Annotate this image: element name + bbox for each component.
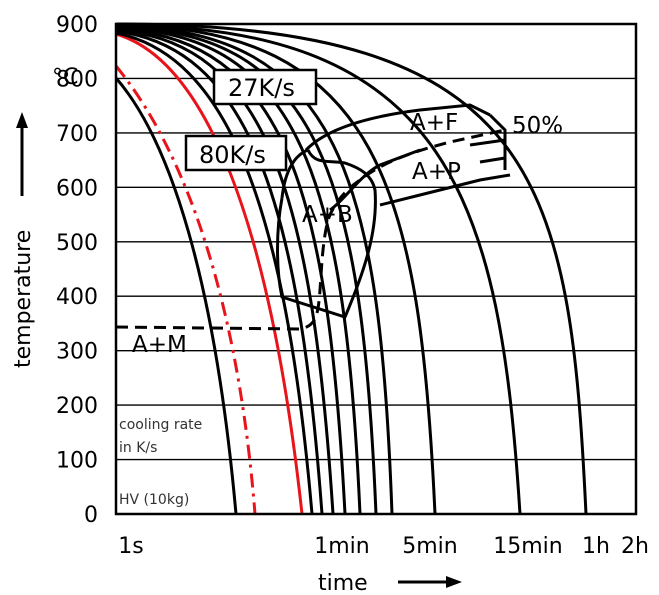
x-tick-label: 15min [493, 534, 562, 559]
y-tick-label: 0 [84, 503, 98, 528]
transformation-lines [115, 103, 511, 331]
x-axis-arrow [398, 576, 462, 588]
y-unit-label: °C [52, 65, 78, 90]
note-in-ks: in K/s [119, 440, 157, 456]
x-tick-label: 5min [402, 534, 457, 559]
cooling-curve [115, 26, 362, 515]
label-box-27: 27K/s [212, 68, 318, 106]
label-box-80: 80K/s [184, 134, 288, 172]
x-tick-label: 1s [118, 534, 143, 559]
box-label-80: 80K/s [199, 141, 266, 169]
cooling-curves [114, 22, 588, 515]
y-tick-label: 200 [56, 394, 98, 419]
cooling-curve [115, 25, 378, 515]
box-label-27: 27K/s [228, 74, 295, 102]
phase-boundary [280, 148, 309, 199]
cooling-curve [115, 27, 347, 515]
x-tick-label: 2h [621, 534, 649, 559]
y-tick-labels: 0 100 200 300 400 500 600 700 800 900 [56, 13, 98, 528]
y-tick-label: 700 [56, 122, 98, 147]
note-hv: HV (10kg) [119, 492, 189, 508]
cooling-curve [115, 23, 522, 515]
y-axis-title: temperature [11, 230, 36, 368]
phase-boundary [479, 156, 506, 164]
cooling-curve [114, 77, 238, 515]
y-tick-label: 500 [56, 231, 98, 256]
y-tick-label: 400 [56, 285, 98, 310]
phase-boundary [488, 113, 507, 170]
note-cooling-rate: cooling rate [119, 417, 202, 433]
phase-boundary [469, 138, 506, 147]
y-tick-label: 100 [56, 449, 98, 474]
x-tick-label: 1h [582, 534, 610, 559]
x-axis-title: time [318, 571, 368, 595]
phase-boundary [304, 103, 491, 152]
phase-boundary [276, 149, 377, 319]
cooling-curve [115, 23, 437, 515]
phase-label-ab: A+B [302, 202, 353, 228]
phase-label-am: A+M [132, 332, 187, 358]
y-axis-arrow [16, 112, 28, 196]
cooling-curve [115, 24, 394, 515]
y-tick-label: 300 [56, 340, 98, 365]
y-tick-label: 600 [56, 176, 98, 201]
phase-boundary [379, 173, 511, 207]
y-tick-label: 800 [56, 67, 98, 92]
phase-label-ap: A+P [412, 159, 461, 185]
fifty-percent-line [115, 128, 506, 331]
phase-label-af: A+F [410, 110, 458, 136]
x-tick-label: 1min [314, 534, 369, 559]
cooling-curve [115, 32, 304, 515]
phase-label-50pct: 50% [512, 113, 563, 139]
y-tick-label: 900 [56, 13, 98, 38]
x-tick-labels: 1s 1min 5min 15min 1h 2h [118, 534, 649, 559]
plot-frame [114, 22, 638, 516]
